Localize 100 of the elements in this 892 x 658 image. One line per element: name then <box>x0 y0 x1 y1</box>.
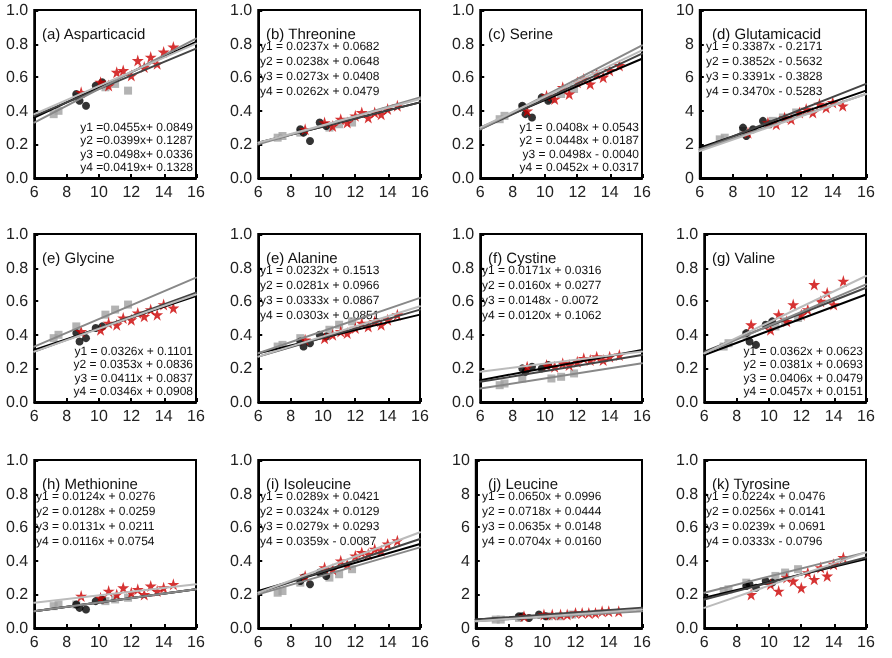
y-tick-label: 1.0 <box>228 225 253 243</box>
x-tick-label: 8 <box>508 183 519 201</box>
x-tick-label: 8 <box>62 407 73 425</box>
y-tick-label: 0.4 <box>451 101 476 120</box>
x-tick-label: 12 <box>122 407 142 425</box>
x-tick-label: 12 <box>122 183 142 201</box>
x-tick-label: 14 <box>600 407 620 425</box>
x-tick-label: 12 <box>566 633 586 651</box>
x-tick-label: 14 <box>822 183 842 201</box>
y-tick-label: 0.0 <box>674 393 699 411</box>
y-tick-label: 0.6 <box>228 518 253 537</box>
x-tick-label: 14 <box>600 183 620 201</box>
x-tick-label: 16 <box>410 407 429 425</box>
x-tick-label: 10 <box>536 183 555 201</box>
y-tick-label: 0.2 <box>5 135 30 154</box>
y-tick-label: 4 <box>683 101 694 120</box>
y-tick-label: 0.2 <box>228 135 253 154</box>
y-tick-label: 0.4 <box>674 551 699 570</box>
y-tick-label: 0.4 <box>228 101 253 120</box>
x-tick-label: 10 <box>536 407 555 425</box>
x-tick-label: 10 <box>759 633 778 651</box>
x-tick-label: 14 <box>377 183 397 201</box>
x-tick-label: 8 <box>731 633 742 651</box>
x-tick-label: 12 <box>345 407 365 425</box>
x-tick-label: 14 <box>599 633 619 651</box>
y-tick-label: 0.8 <box>5 34 30 53</box>
y-tick-label: 0.4 <box>451 325 476 344</box>
x-tick-label: 8 <box>504 633 515 651</box>
x-tick-label: 10 <box>759 407 778 425</box>
x-tick-label: 16 <box>633 407 652 425</box>
y-tick-label: 0.6 <box>451 292 476 311</box>
y-tick-label: 0.8 <box>5 484 30 503</box>
y-tick-label: 0.2 <box>5 585 30 604</box>
y-tick-label: 1.0 <box>451 225 476 243</box>
x-tick-label: 8 <box>285 407 296 425</box>
y-tick-label: 0.4 <box>5 551 30 570</box>
x-tick-label: 8 <box>508 407 519 425</box>
y-tick-label: 1.0 <box>228 1 253 19</box>
y-tick-label: 0.0 <box>228 393 253 411</box>
x-tick-label: 14 <box>154 407 174 425</box>
y-tick-label: 0.6 <box>674 292 699 311</box>
y-tick-label: 0.0 <box>451 393 476 411</box>
y-tick-label: 0.8 <box>228 258 253 277</box>
y-tick-label: 0.2 <box>674 359 699 378</box>
y-tick-label: 1.0 <box>674 225 699 243</box>
x-tick-label: 10 <box>90 407 109 425</box>
y-tick-label: 0.2 <box>451 135 476 154</box>
x-tick-label: 14 <box>377 633 397 651</box>
x-tick-label: 14 <box>823 633 843 651</box>
x-tick-label: 14 <box>154 633 174 651</box>
y-tick-label: 0.4 <box>674 325 699 344</box>
x-tick-label: 16 <box>187 183 206 201</box>
x-tick-label: 10 <box>533 633 553 651</box>
y-tick-label: 10 <box>674 1 694 19</box>
x-tick-label: 16 <box>856 183 875 201</box>
y-tick-label: 0.6 <box>5 518 30 537</box>
x-tick-label: 12 <box>791 633 811 651</box>
y-tick-label: 0.0 <box>5 393 30 411</box>
y-tick-label: 10 <box>451 451 471 469</box>
y-tick-label: 1.0 <box>5 225 30 243</box>
y-tick-label: 0.2 <box>451 359 476 378</box>
x-tick-label: 16 <box>633 633 652 651</box>
x-tick-label: 14 <box>823 407 843 425</box>
y-tick-label: 0.0 <box>5 619 30 637</box>
y-tick-label: 6 <box>460 518 471 537</box>
y-tick-label: 1.0 <box>451 1 476 19</box>
y-tick-label: 1.0 <box>228 451 253 469</box>
y-tick-label: 0.6 <box>451 68 476 87</box>
x-tick-label: 8 <box>285 183 296 201</box>
y-tick-label: 0 <box>460 619 471 637</box>
x-tick-label: 10 <box>90 633 109 651</box>
y-tick-label: 0.0 <box>674 619 699 637</box>
y-tick-label: 0.8 <box>5 258 30 277</box>
y-tick-label: 0.4 <box>228 325 253 344</box>
x-tick-label: 8 <box>727 183 738 201</box>
x-tick-label: 12 <box>122 633 142 651</box>
x-tick-label: 14 <box>377 407 397 425</box>
x-tick-label: 16 <box>633 183 652 201</box>
x-tick-label: 12 <box>568 407 588 425</box>
x-tick-label: 12 <box>568 183 588 201</box>
y-tick-label: 0.2 <box>228 359 253 378</box>
y-tick-label: 0.8 <box>451 258 476 277</box>
y-tick-label: 0.8 <box>228 34 253 53</box>
x-tick-label: 10 <box>313 633 332 651</box>
x-tick-label: 10 <box>756 183 776 201</box>
y-tick-label: 0.2 <box>228 585 253 604</box>
y-tick-label: 0.8 <box>674 258 699 277</box>
y-tick-label: 0.4 <box>5 325 30 344</box>
x-tick-label: 10 <box>90 183 109 201</box>
x-tick-label: 16 <box>410 633 429 651</box>
y-tick-label: 2 <box>683 135 694 154</box>
y-tick-label: 4 <box>460 551 471 570</box>
x-tick-label: 8 <box>731 407 742 425</box>
x-tick-label: 8 <box>285 633 296 651</box>
y-tick-label: 1.0 <box>5 451 30 469</box>
x-tick-label: 16 <box>187 407 206 425</box>
x-tick-label: 16 <box>410 183 429 201</box>
y-tick-label: 0.8 <box>228 484 253 503</box>
x-tick-label: 16 <box>187 633 206 651</box>
y-tick-label: 0.0 <box>228 169 253 187</box>
